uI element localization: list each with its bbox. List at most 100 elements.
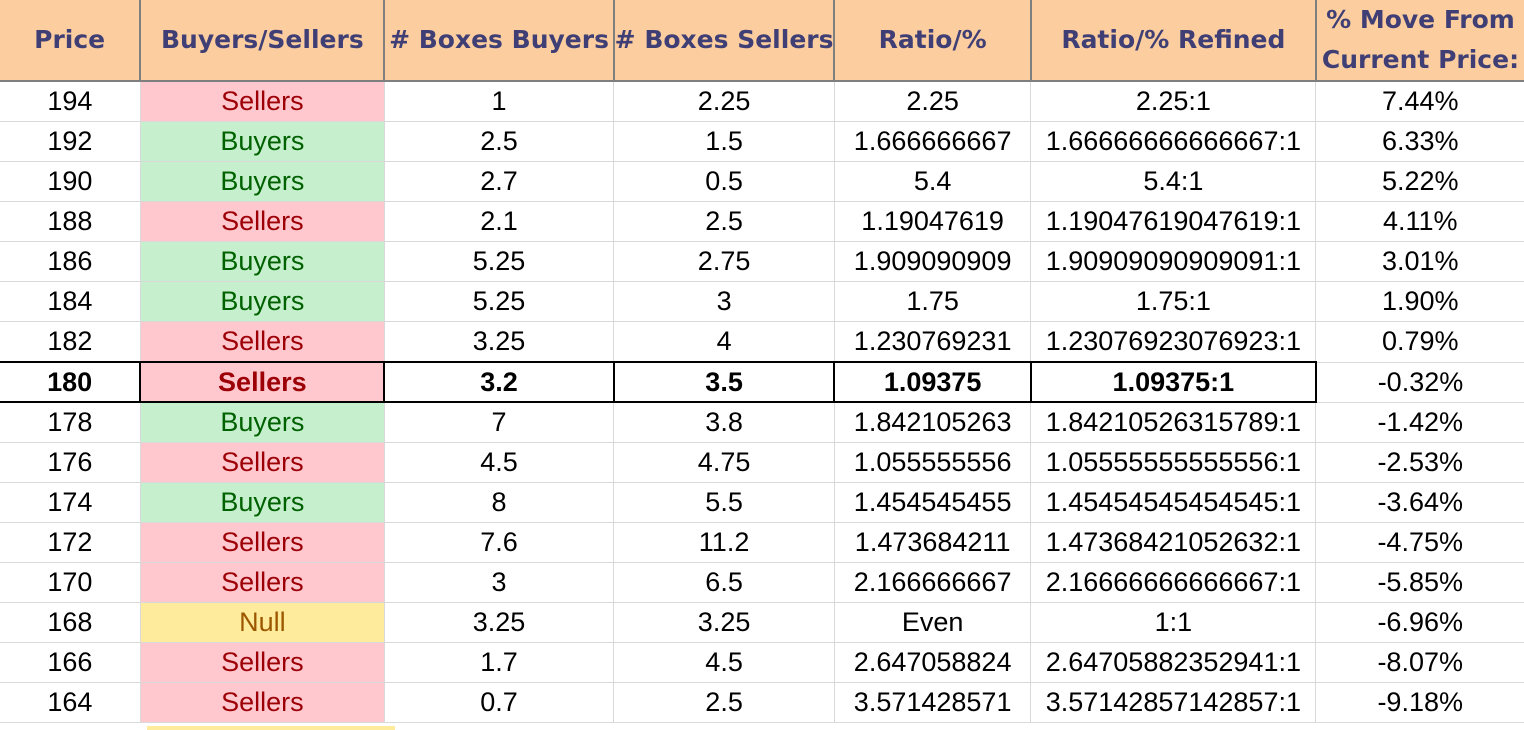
ratio-refined-cell[interactable]: 1.90909090909091:1 xyxy=(1030,241,1317,282)
boxes-buyers-cell[interactable]: 7.6 xyxy=(384,522,615,563)
boxes-sellers-cell[interactable]: 2.5 xyxy=(613,201,835,242)
ratio-refined-cell[interactable]: 3.57142857142857:1 xyxy=(1030,682,1317,723)
side-cell[interactable]: Sellers xyxy=(140,682,385,723)
side-cell[interactable]: Sellers xyxy=(140,642,385,683)
price-cell[interactable]: 188 xyxy=(0,201,141,242)
boxes-buyers-cell[interactable]: 3.2 xyxy=(383,361,615,403)
ratio-refined-cell[interactable]: 1.75:1 xyxy=(1030,281,1317,322)
boxes-sellers-cell[interactable]: 4.75 xyxy=(613,442,835,483)
boxes-sellers-cell[interactable]: 6.5 xyxy=(613,562,835,603)
ratio-cell[interactable]: 2.166666667 xyxy=(834,562,1032,603)
boxes-buyers-cell[interactable]: 2.7 xyxy=(384,161,615,202)
ratio-refined-cell[interactable]: 1.05555555555556:1 xyxy=(1030,442,1317,483)
ratio-refined-cell[interactable]: 1.47368421052632:1 xyxy=(1030,522,1317,563)
price-cell[interactable]: 168 xyxy=(0,602,141,643)
ratio-cell[interactable]: 1.230769231 xyxy=(834,321,1032,363)
ratio-cell[interactable]: 3.571428571 xyxy=(834,682,1032,723)
ratio-cell[interactable]: 1.454545455 xyxy=(834,482,1032,523)
side-cell[interactable]: Sellers xyxy=(140,81,385,122)
ratio-cell[interactable]: 1.666666667 xyxy=(834,121,1032,162)
move-cell[interactable]: -8.07% xyxy=(1315,642,1524,683)
side-cell[interactable]: Sellers xyxy=(140,522,385,563)
ratio-cell[interactable]: 1.055555556 xyxy=(834,442,1032,483)
boxes-buyers-cell[interactable]: 5.25 xyxy=(384,281,615,322)
ratio-cell[interactable]: 2.25 xyxy=(834,81,1032,122)
header-buyers-sellers[interactable]: Buyers/Sellers xyxy=(140,0,386,82)
ratio-cell[interactable]: 1.842105263 xyxy=(834,402,1032,443)
move-cell[interactable]: 7.44% xyxy=(1315,81,1524,122)
move-cell[interactable]: 1.90% xyxy=(1315,281,1524,322)
boxes-sellers-cell[interactable]: 2.5 xyxy=(613,682,835,723)
ratio-refined-cell[interactable]: 2.64705882352941:1 xyxy=(1030,642,1317,683)
side-cell[interactable]: Sellers xyxy=(140,442,385,483)
move-cell[interactable]: -0.32% xyxy=(1315,361,1524,403)
move-cell[interactable]: 3.01% xyxy=(1315,241,1524,282)
boxes-buyers-cell[interactable]: 1 xyxy=(384,81,615,122)
ratio-refined-cell[interactable]: 2.16666666666667:1 xyxy=(1030,562,1317,603)
boxes-sellers-cell[interactable]: 2.25 xyxy=(613,81,835,122)
price-cell[interactable]: 166 xyxy=(0,642,141,683)
move-cell[interactable]: 0.79% xyxy=(1315,321,1524,363)
ratio-refined-cell[interactable]: 1.66666666666667:1 xyxy=(1030,121,1317,162)
side-cell[interactable]: Buyers xyxy=(140,402,385,443)
ratio-refined-cell[interactable]: 1.23076923076923:1 xyxy=(1030,321,1317,363)
header-boxes-sellers[interactable]: # Boxes Sellers xyxy=(613,0,836,82)
price-cell[interactable]: 190 xyxy=(0,161,141,202)
ratio-cell[interactable]: 5.4 xyxy=(834,161,1032,202)
price-cell[interactable]: 192 xyxy=(0,121,141,162)
boxes-sellers-cell[interactable]: 3.5 xyxy=(612,361,836,403)
header-ratio[interactable]: Ratio/% xyxy=(834,0,1032,82)
move-cell[interactable]: -5.85% xyxy=(1315,562,1524,603)
boxes-sellers-cell[interactable]: 4 xyxy=(613,321,835,363)
ratio-refined-cell[interactable]: 1.84210526315789:1 xyxy=(1030,402,1317,443)
ratio-cell[interactable]: 1.909090909 xyxy=(834,241,1032,282)
move-cell[interactable]: -2.53% xyxy=(1315,442,1524,483)
header-move-from-current[interactable]: % Move From Current Price: xyxy=(1315,0,1524,82)
boxes-buyers-cell[interactable]: 4.5 xyxy=(384,442,615,483)
move-cell[interactable]: -6.96% xyxy=(1315,602,1524,643)
move-cell[interactable]: 6.33% xyxy=(1315,121,1524,162)
side-cell[interactable]: Buyers xyxy=(140,121,385,162)
side-cell[interactable]: Buyers xyxy=(140,241,385,282)
move-cell[interactable]: -4.75% xyxy=(1315,522,1524,563)
price-cell[interactable]: 178 xyxy=(0,402,141,443)
ratio-refined-cell[interactable]: 1:1 xyxy=(1030,602,1317,643)
boxes-buyers-cell[interactable]: 8 xyxy=(384,482,615,523)
price-cell[interactable]: 182 xyxy=(0,321,141,363)
ratio-cell[interactable]: Even xyxy=(834,602,1032,643)
boxes-buyers-cell[interactable]: 2.1 xyxy=(384,201,615,242)
price-cell[interactable]: 164 xyxy=(0,682,141,723)
ratio-cell[interactable]: 1.19047619 xyxy=(834,201,1032,242)
boxes-buyers-cell[interactable]: 5.25 xyxy=(384,241,615,282)
ratio-refined-cell[interactable]: 1.09375:1 xyxy=(1029,361,1317,403)
side-cell[interactable]: Null xyxy=(140,602,385,643)
side-cell[interactable]: Buyers xyxy=(140,161,385,202)
side-cell[interactable]: Buyers xyxy=(140,482,385,523)
price-cell[interactable]: 172 xyxy=(0,522,141,563)
price-cell[interactable]: 180 xyxy=(0,361,141,403)
header-boxes-buyers[interactable]: # Boxes Buyers xyxy=(384,0,615,82)
header-ratio-refined[interactable]: Ratio/% Refined xyxy=(1030,0,1317,82)
boxes-sellers-cell[interactable]: 0.5 xyxy=(613,161,835,202)
ratio-refined-cell[interactable]: 1.45454545454545:1 xyxy=(1030,482,1317,523)
move-cell[interactable]: -9.18% xyxy=(1315,682,1524,723)
boxes-sellers-cell[interactable]: 11.2 xyxy=(613,522,835,563)
ratio-refined-cell[interactable]: 2.25:1 xyxy=(1030,81,1317,122)
move-cell[interactable]: 5.22% xyxy=(1315,161,1524,202)
boxes-buyers-cell[interactable]: 1.7 xyxy=(384,642,615,683)
boxes-sellers-cell[interactable]: 4.5 xyxy=(613,642,835,683)
boxes-sellers-cell[interactable]: 3.8 xyxy=(613,402,835,443)
price-cell[interactable]: 184 xyxy=(0,281,141,322)
price-cell[interactable]: 186 xyxy=(0,241,141,282)
side-cell[interactable]: Sellers xyxy=(140,321,385,363)
boxes-sellers-cell[interactable]: 5.5 xyxy=(613,482,835,523)
ratio-cell[interactable]: 1.75 xyxy=(834,281,1032,322)
boxes-sellers-cell[interactable]: 3.25 xyxy=(613,602,835,643)
boxes-buyers-cell[interactable]: 3.25 xyxy=(384,321,615,363)
boxes-buyers-cell[interactable]: 0.7 xyxy=(384,682,615,723)
side-cell[interactable]: Sellers xyxy=(140,201,385,242)
ratio-refined-cell[interactable]: 5.4:1 xyxy=(1030,161,1317,202)
price-cell[interactable]: 170 xyxy=(0,562,141,603)
boxes-sellers-cell[interactable]: 1.5 xyxy=(613,121,835,162)
side-cell[interactable]: Buyers xyxy=(140,281,385,322)
